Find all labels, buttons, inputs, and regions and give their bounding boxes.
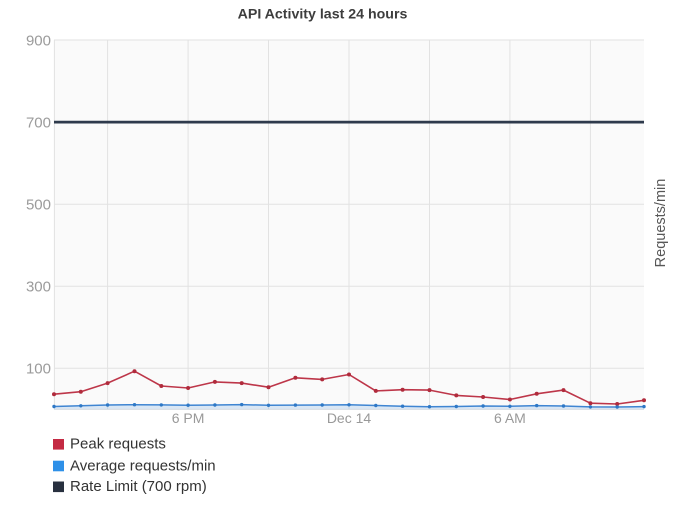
svg-text:6 AM: 6 AM <box>494 410 526 426</box>
svg-text:Rate Limit (700 rpm): Rate Limit (700 rpm) <box>70 478 207 495</box>
svg-text:Requests/min: Requests/min <box>653 179 669 268</box>
svg-text:6 PM: 6 PM <box>172 410 205 426</box>
svg-text:Peak requests: Peak requests <box>70 436 166 453</box>
svg-text:100: 100 <box>26 361 51 378</box>
svg-text:API Activity last 24 hours: API Activity last 24 hours <box>238 7 408 23</box>
svg-text:Dec 14: Dec 14 <box>327 410 372 426</box>
svg-text:700: 700 <box>26 114 51 131</box>
svg-text:500: 500 <box>26 197 51 214</box>
svg-text:900: 900 <box>26 32 51 49</box>
svg-text:Average requests/min: Average requests/min <box>70 457 216 474</box>
svg-text:300: 300 <box>26 279 51 296</box>
